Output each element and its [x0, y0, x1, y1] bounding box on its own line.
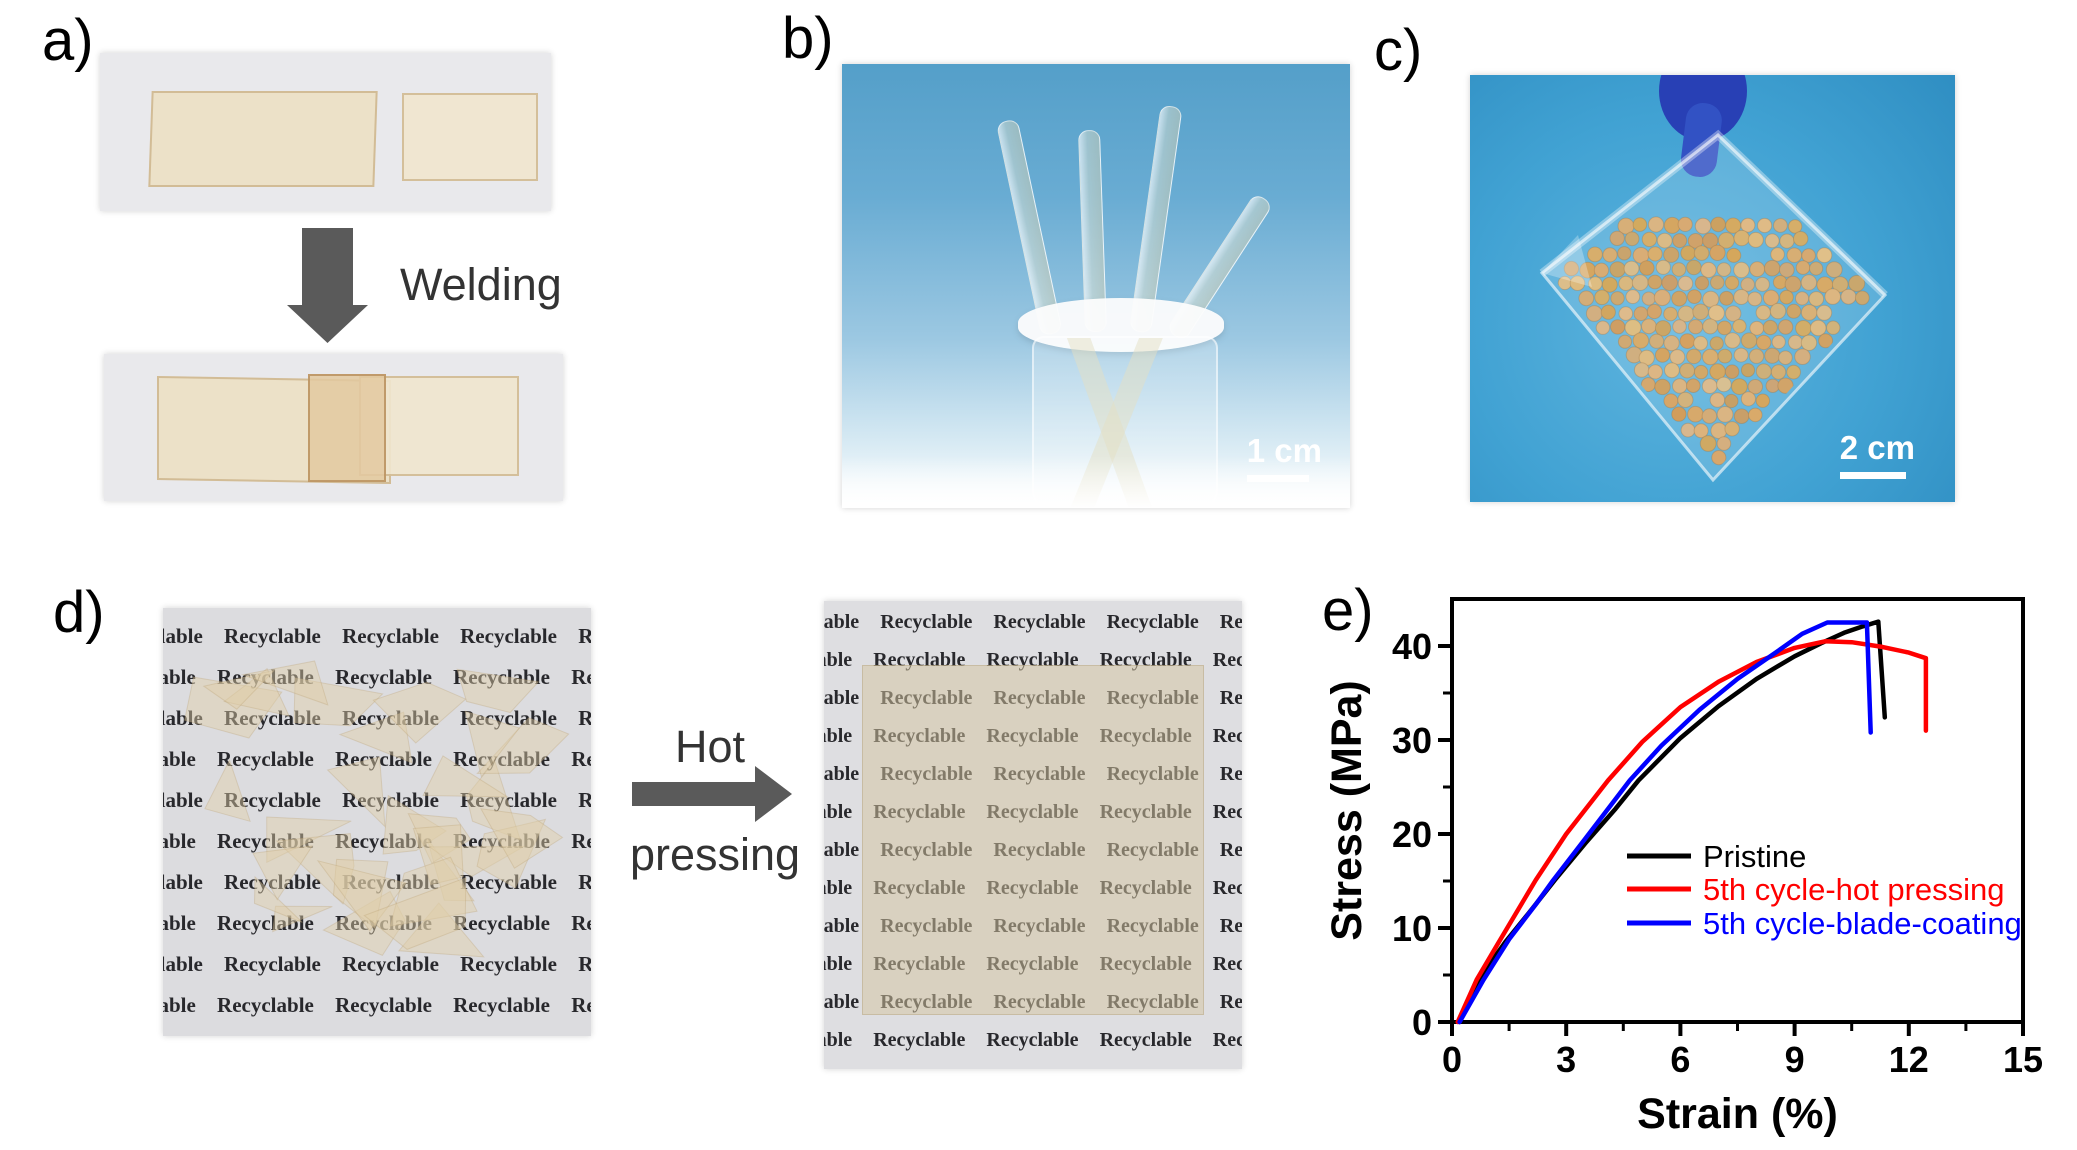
x-tick-label: 12 — [1889, 1039, 1929, 1080]
film-strip-left — [148, 91, 378, 187]
panel-d-label: d) — [53, 580, 105, 645]
panel-b-label: b) — [782, 6, 834, 71]
bag-of-soybeans — [1539, 75, 1888, 483]
paper-text-row: Recyclable Recyclable Recyclable Recycla… — [163, 829, 591, 853]
y-tick-label: 20 — [1392, 814, 1432, 855]
panel-b-photo-straws: 1 cm — [842, 64, 1350, 508]
y-tick-label: 0 — [1412, 1002, 1432, 1043]
stress-strain-chart: 0 3 6 9 12 15 0 10 20 30 40 Strain (%) Stress (MPa) P… — [1325, 597, 2043, 1138]
recyclable-paper-text: Recyclable Recyclable Recyclable Recycla… — [163, 616, 591, 1026]
panel-d-photo-hot-pressed: Recyclable Recyclable Recyclable Recycla… — [824, 601, 1242, 1069]
film-strip-right — [402, 93, 538, 181]
hot-label: Hot — [674, 721, 746, 772]
plot-frame — [1450, 597, 2025, 1024]
soybeans — [1557, 216, 1870, 466]
panel-d-photo-shredded: Recyclable Recyclable Recyclable Recycla… — [163, 608, 591, 1036]
paper-text-row: Recyclable Recyclable Recyclable Recycla… — [824, 1029, 1242, 1051]
x-axis-title: Strain (%) — [1637, 1090, 1838, 1138]
scale-bar-2cm: 2 cm — [1839, 431, 1915, 479]
paper-text-row: Recyclable Recyclable Recyclable Recycla… — [163, 706, 591, 730]
panel-c-label: c) — [1374, 18, 1423, 83]
x-tick-label: 15 — [2003, 1039, 2043, 1080]
y-tick-label: 40 — [1392, 626, 1432, 667]
x-tick-label: 6 — [1670, 1039, 1690, 1080]
legend-label: 5th cycle-hot pressing — [1703, 872, 2005, 907]
welding-down-arrow — [287, 228, 368, 343]
panel-a-photo-after-welding — [104, 354, 563, 501]
panel-e-label: e) — [1322, 578, 1374, 643]
paper-text-row: Recyclable Recyclable Recyclable Recycla… — [163, 993, 591, 1017]
welding-label: Welding — [400, 259, 562, 310]
panel-a-label: a) — [42, 8, 94, 73]
paper-text-row: Recyclable Recyclable Recyclable Recycla… — [163, 624, 591, 648]
paper-text-row: Recyclable Recyclable Recyclable Recycla… — [163, 665, 591, 689]
paper-text-row: Recyclable Recyclable Recyclable Recycla… — [824, 611, 1242, 633]
paper-text-row: Recyclable Recyclable Recyclable Recycla… — [163, 788, 591, 812]
paper-text-row: Recyclable Recyclable Recyclable Recycla… — [163, 870, 591, 894]
pressing-label: pressing — [629, 829, 801, 880]
scale-bar-1cm: 1 cm — [1246, 434, 1322, 482]
hot-pressing-right-arrow — [632, 766, 792, 822]
y-tick-label: 30 — [1392, 720, 1432, 761]
panel-c-photo-bag: 2 cm — [1470, 75, 1955, 502]
y-axis-title: Stress (MPa) — [1325, 680, 1371, 940]
x-tick-label: 0 — [1442, 1039, 1462, 1080]
paper-text-row: Recyclable Recyclable Recyclable Recycla… — [163, 952, 591, 976]
x-tick-label: 3 — [1556, 1039, 1576, 1080]
paper-text-row: Recyclable Recyclable Recyclable Recycla… — [163, 911, 591, 935]
series-line-5th-cycle-blade-coating — [1457, 620, 1873, 1025]
film-fragments — [184, 660, 570, 958]
series-line-5th-cycle-hot-pressing — [1455, 639, 1929, 1025]
hot-pressed-film — [862, 665, 1204, 1015]
transparent-bag-outline — [1539, 133, 1888, 483]
legend-label: 5th cycle-blade-coating — [1703, 906, 2022, 941]
paper-text-row: Recyclable Recyclable Recyclable Recycla… — [163, 747, 591, 771]
legend-label: Pristine — [1703, 839, 1806, 874]
x-tick-label: 9 — [1785, 1039, 1805, 1080]
y-tick-label: 10 — [1392, 908, 1432, 949]
panel-a-photo-before-welding — [100, 53, 551, 211]
welded-overlap-region — [308, 374, 386, 482]
